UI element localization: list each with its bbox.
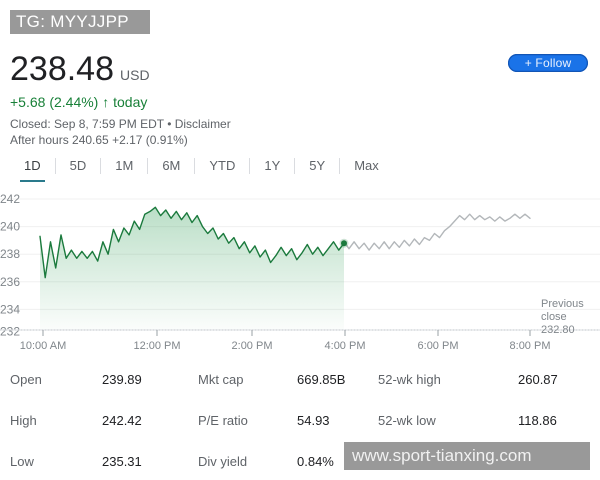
- svg-text:238: 238: [0, 247, 20, 261]
- svg-text:242: 242: [0, 192, 20, 206]
- svg-text:240: 240: [0, 220, 20, 234]
- svg-text:232: 232: [0, 325, 20, 339]
- svg-text:234: 234: [0, 302, 20, 316]
- svg-text:236: 236: [0, 275, 20, 289]
